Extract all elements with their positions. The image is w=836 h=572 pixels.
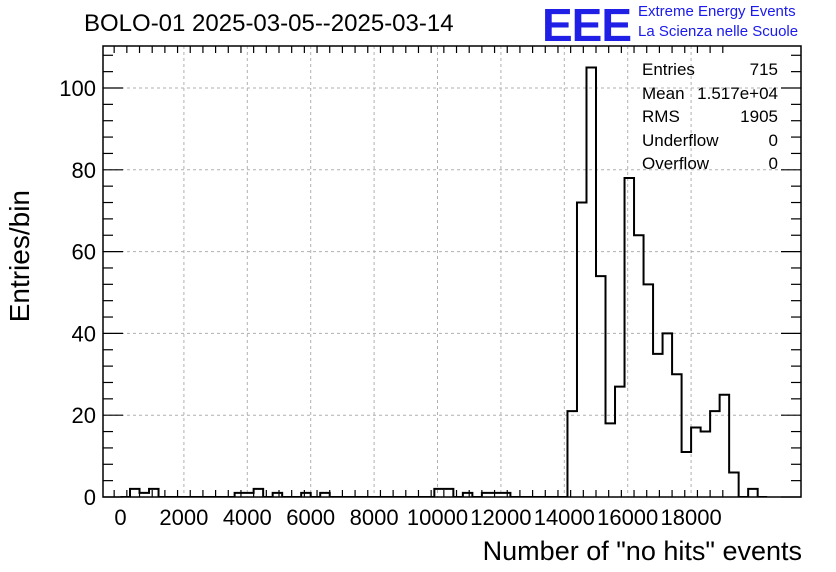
y-tick-label: 60 xyxy=(72,240,96,265)
x-tick-label: 8000 xyxy=(350,505,399,530)
x-tick-label: 14000 xyxy=(534,505,595,530)
x-axis-label: Number of "no hits" events xyxy=(482,536,802,566)
stats-row-rms: RMS 1905 xyxy=(642,105,778,129)
x-tick-label: 10000 xyxy=(407,505,468,530)
stats-label: RMS xyxy=(642,107,680,126)
x-tick-label: 0 xyxy=(114,505,126,530)
x-tick-label: 16000 xyxy=(597,505,658,530)
stats-value: 1.517e+04 xyxy=(697,83,778,103)
y-tick-label: 100 xyxy=(59,76,96,101)
stats-row-mean: Mean 1.517e+04 xyxy=(642,82,778,106)
x-tick-label: 12000 xyxy=(470,505,531,530)
y-tick-label: 0 xyxy=(84,485,96,510)
stats-box: Entries 715 Mean 1.517e+04 RMS 1905 Unde… xyxy=(642,58,778,176)
y-tick-label: 20 xyxy=(72,403,96,428)
histogram-series xyxy=(120,66,768,497)
y-tick-label: 40 xyxy=(72,321,96,346)
stats-value: 1905 xyxy=(740,107,778,126)
x-tick-label: 2000 xyxy=(159,505,208,530)
stats-label: Underflow xyxy=(642,130,719,150)
stats-row-entries: Entries 715 xyxy=(642,58,778,82)
plot-frame xyxy=(102,45,802,498)
stats-label: Overflow xyxy=(642,154,710,173)
logo-line-2: La Scienza nelle Scuole xyxy=(638,23,799,40)
stats-row-underflow: Underflow 0 xyxy=(642,129,778,153)
logo-line-1: Extreme Energy Events xyxy=(638,3,796,20)
stats-value: 715 xyxy=(749,60,778,79)
x-tick-label: 18000 xyxy=(661,505,722,530)
stats-value: 0 xyxy=(768,154,778,173)
stats-value: 0 xyxy=(768,130,778,150)
stats-label: Entries xyxy=(642,60,695,79)
chart-title: BOLO-01 2025-03-05--2025-03-14 xyxy=(84,10,454,37)
stats-row-overflow: Overflow 0 xyxy=(642,152,778,176)
x-tick-label: 4000 xyxy=(223,505,272,530)
stats-label: Mean xyxy=(642,83,685,103)
y-tick-label: 80 xyxy=(72,158,96,183)
eee-logo: EEE xyxy=(542,0,632,51)
x-tick-label: 6000 xyxy=(286,505,335,530)
